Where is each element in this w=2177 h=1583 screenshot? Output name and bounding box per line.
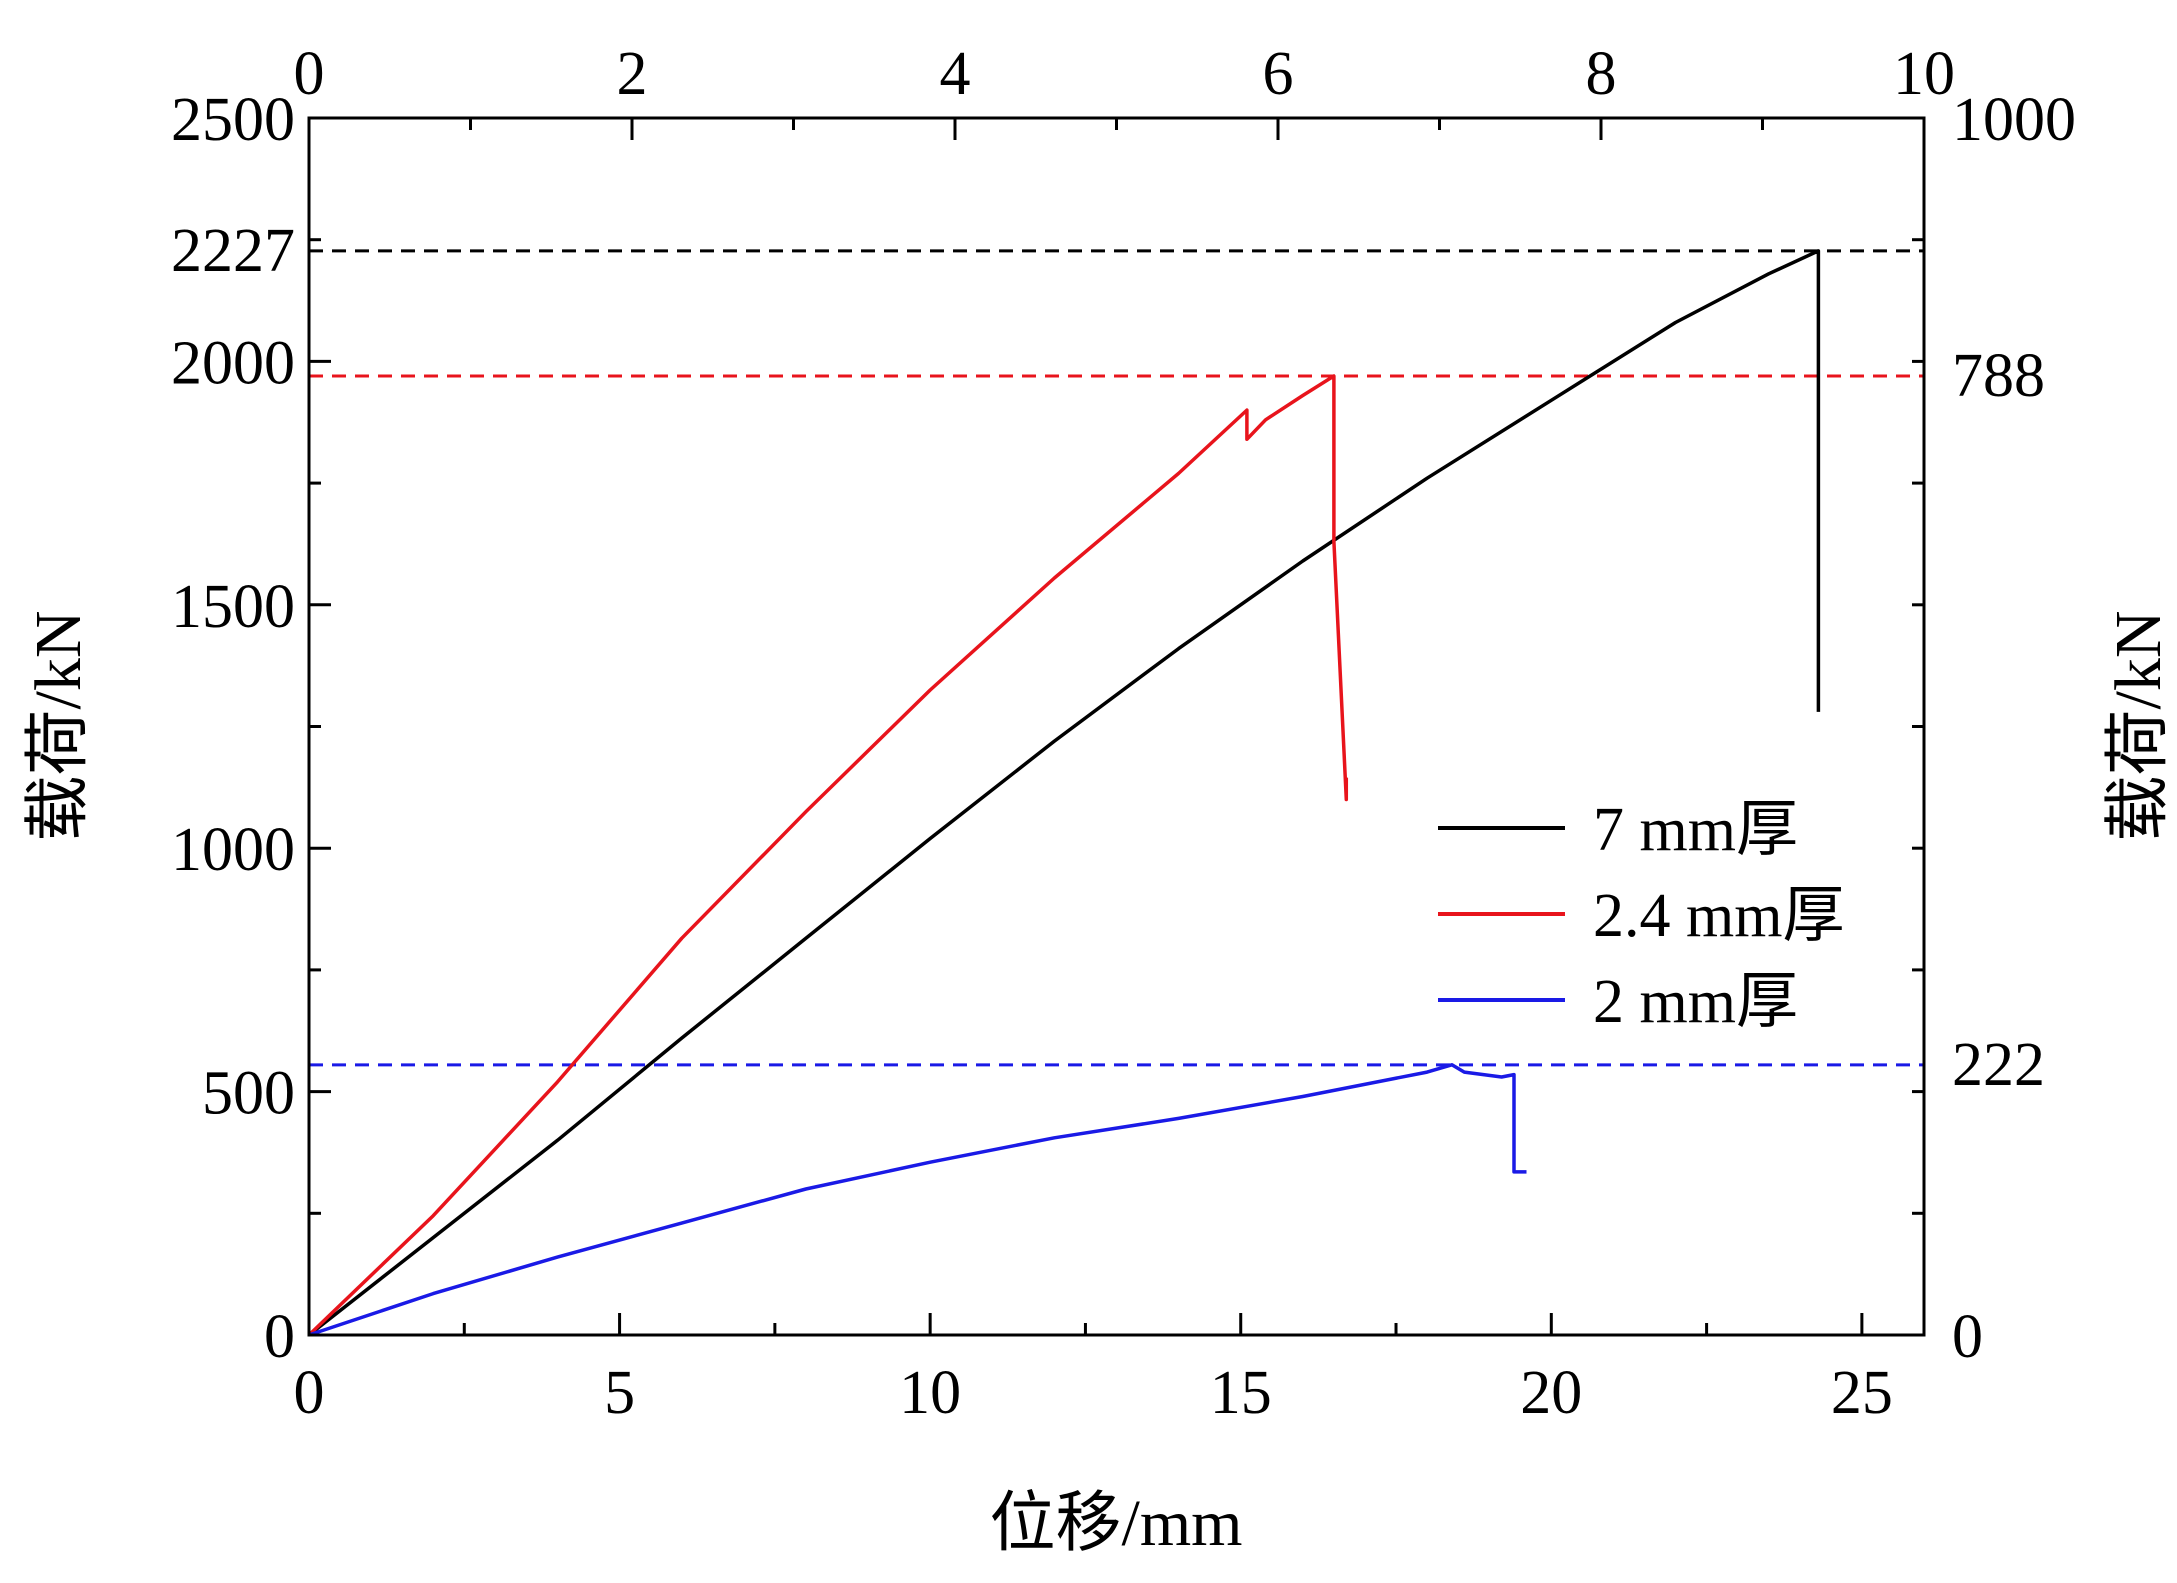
x2-tick-label: 4	[940, 40, 971, 108]
x2-tick-label: 10	[1893, 40, 1955, 108]
x-tick-label: 20	[1520, 1359, 1582, 1427]
x-tick-label: 0	[294, 1359, 325, 1427]
legend-label: 2.4 mm厚	[1593, 882, 1844, 950]
legend: 7 mm厚 2.4 mm厚 2 mm厚	[1438, 796, 1844, 1036]
y2-tick-label: 1000	[1952, 86, 2076, 154]
plot-frame	[307, 116, 1926, 1337]
y-axis-title-left: 载荷/kN	[22, 611, 95, 842]
y-tick-label: 500	[202, 1060, 295, 1128]
bottom-axis-ticks: 0 5 10 15 20 25	[294, 1313, 1893, 1427]
series-line	[307, 249, 1821, 1337]
y-axis-title-right: 载荷/kN	[2102, 611, 2175, 842]
reference-lines: 2227 788 222	[171, 217, 2045, 1099]
left-axis-ticks: 0 500 1000 1500 2000 2500	[171, 86, 331, 1371]
x2-tick-label: 0	[294, 40, 325, 108]
reference-label: 2227	[171, 217, 295, 285]
x-tick-label: 5	[604, 1359, 635, 1427]
series-line	[308, 1063, 1527, 1337]
reference-label: 222	[1952, 1031, 2045, 1099]
legend-label: 2 mm厚	[1593, 968, 1798, 1036]
x-tick-label: 10	[899, 1359, 961, 1427]
x2-tick-label: 6	[1263, 40, 1294, 108]
y-tick-label: 2500	[171, 86, 295, 154]
legend-label: 7 mm厚	[1593, 796, 1798, 864]
series-lines	[307, 249, 1821, 1337]
x-tick-label: 25	[1831, 1359, 1893, 1427]
x-axis-title: 位移/mm	[989, 1487, 1242, 1560]
y-tick-label: 0	[264, 1303, 295, 1371]
series-line	[307, 374, 1349, 1337]
top-axis-ticks: 0 2 4 6 8 10	[294, 40, 1955, 140]
y-tick-label: 2000	[171, 329, 295, 397]
y-tick-label: 1500	[171, 573, 295, 641]
x2-tick-label: 2	[617, 40, 648, 108]
y2-tick-label: 0	[1952, 1303, 1983, 1371]
x2-tick-label: 8	[1586, 40, 1617, 108]
x-tick-label: 15	[1210, 1359, 1272, 1427]
y-tick-label: 1000	[171, 816, 295, 884]
right-axis-ticks: 0 1000	[1902, 86, 2076, 1371]
reference-label: 788	[1952, 342, 2045, 410]
